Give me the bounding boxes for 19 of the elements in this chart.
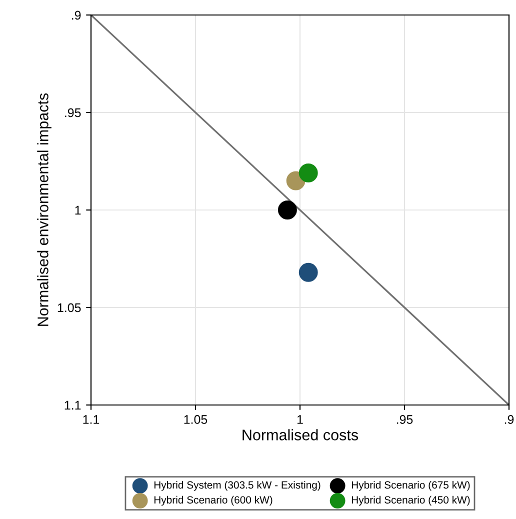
y-tick-label: 1.1 — [64, 400, 81, 410]
legend-label: Hybrid System (303.5 kW - Existing) — [154, 480, 320, 491]
y-tick-label: .95 — [65, 108, 81, 118]
legend-label: Hybrid Scenario (450 kW) — [352, 496, 470, 506]
x-tick-label: .9 — [504, 415, 514, 424]
point — [278, 200, 297, 220]
legend-label: Hybrid Scenario (600 kW) — [154, 496, 272, 506]
point — [298, 262, 318, 282]
x-tick-label: 1.1 — [83, 415, 100, 424]
legend-label: Hybrid Scenario (675 kW) — [352, 480, 470, 491]
y-tick-label: 1 — [75, 206, 81, 215]
x-tick-label: 1.05 — [184, 415, 208, 424]
y-axis-title: Normalised environmental impacts — [37, 93, 52, 326]
x-axis-title: Normalised costs — [242, 429, 358, 440]
point — [298, 163, 318, 182]
x-tick-label: 1 — [297, 415, 303, 424]
y-tick-label: .9 — [72, 10, 81, 20]
x-tick-label: .95 — [396, 415, 413, 424]
y-tick-label: 1.05 — [58, 303, 81, 312]
